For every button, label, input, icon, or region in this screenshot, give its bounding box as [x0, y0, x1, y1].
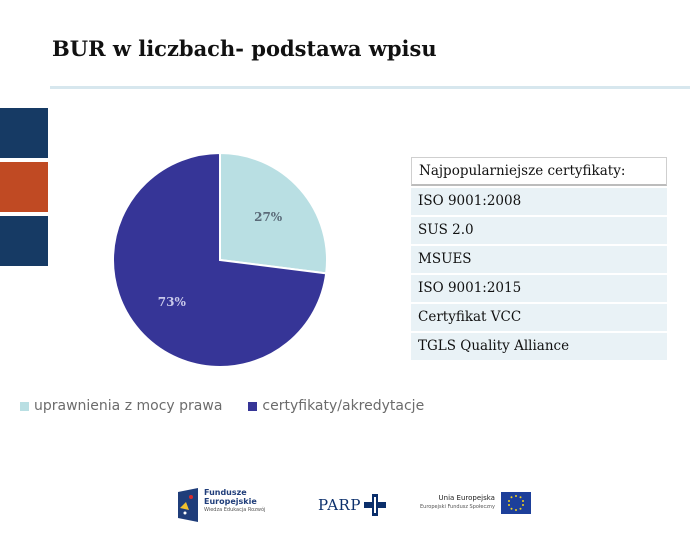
pie-slice-certyfikaty [112, 151, 328, 368]
side-block-middle [0, 162, 48, 212]
chart-legend: uprawnienia z mocy prawa certyfikaty/akr… [20, 398, 424, 414]
legend-item-uprawnienia: uprawnienia z mocy prawa [20, 398, 222, 414]
certificate-row: TGLS Quality Alliance [411, 333, 667, 360]
pie-label-certyfikaty: 73% [158, 295, 187, 309]
ue-line-1: Unia Europejska [438, 494, 495, 502]
fe-line-2: Europejskie [204, 497, 257, 506]
legend-label-uprawnienia: uprawnienia z mocy prawa [34, 398, 223, 414]
parp-mark-icon [363, 494, 386, 516]
fe-line-1: Fundusze [204, 488, 247, 497]
page-title: BUR w liczbach- podstawa wpisu [52, 36, 437, 61]
eu-flag-icon [500, 492, 531, 514]
parp-logo: PARP [318, 494, 386, 516]
fe-line-3: Wiedza Edukacja Rozwój [204, 507, 266, 513]
certificate-row: Certyfikat VCC [411, 304, 667, 331]
certificate-row: ISO 9001:2015 [411, 275, 667, 302]
legend-label-certyfikaty: certyfikaty/akredytacje [262, 398, 425, 414]
certificate-row: MSUES [411, 246, 667, 273]
title-divider [50, 86, 690, 89]
fe-stars-icon [178, 488, 198, 522]
legend-swatch-uprawnienia [20, 401, 29, 411]
parp-text: PARP [318, 496, 361, 514]
footer-logos: Fundusze Europejskie Wiedza Edukacja Roz… [0, 484, 700, 528]
pie-chart: 27% 73% [112, 151, 328, 368]
legend-swatch-certyfikaty [248, 401, 258, 411]
pie-label-uprawnienia: 27% [254, 210, 283, 224]
pie-slice-uprawnienia [219, 151, 328, 275]
legend-item-certyfikaty: certyfikaty/akredytacje [248, 398, 424, 414]
side-block-top [0, 108, 48, 158]
certificate-row: SUS 2.0 [411, 217, 667, 244]
side-block-bottom [0, 216, 48, 266]
fundusze-europejskie-logo: Fundusze Europejskie Wiedza Edukacja Roz… [176, 488, 265, 522]
certificate-row: ISO 9001:2008 [411, 188, 667, 215]
certificates-header: Najpopularniejsze certyfikaty: [411, 157, 667, 186]
unia-europejska-logo: Unia Europejska Europejski Fundusz Społe… [420, 492, 531, 514]
certificates-table: Najpopularniejsze certyfikaty: ISO 9001:… [411, 157, 667, 360]
ue-line-2: Europejski Fundusz Społeczny [420, 504, 495, 510]
